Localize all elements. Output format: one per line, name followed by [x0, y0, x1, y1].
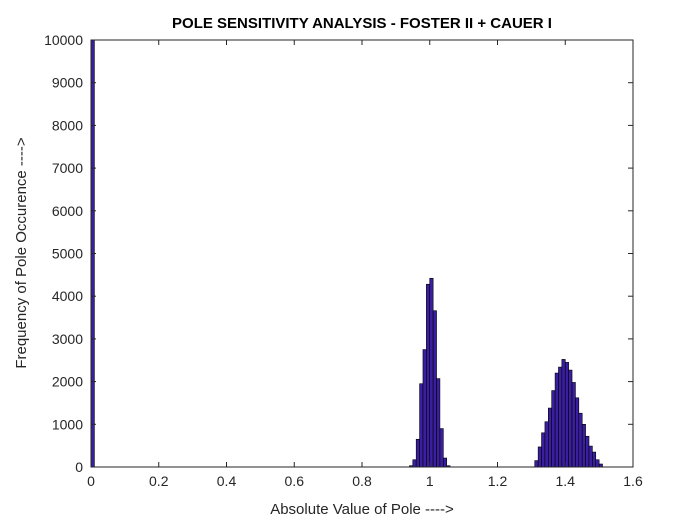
- histogram-bar: [429, 277, 434, 468]
- histogram-bar: [537, 446, 542, 468]
- histogram-bar: [558, 366, 563, 468]
- y-tick-label: 3000: [52, 331, 83, 347]
- y-tick-label: 9000: [52, 75, 83, 91]
- histogram-bar: [588, 445, 593, 468]
- x-tick-label: 0.4: [217, 473, 237, 489]
- histogram-bar: [412, 459, 417, 468]
- x-tick-label: 0.6: [285, 473, 305, 489]
- x-tick-label: 1.4: [556, 473, 576, 489]
- histogram-bar: [564, 362, 569, 468]
- chart-title: POLE SENSITIVITY ANALYSIS - FOSTER II + …: [172, 15, 552, 32]
- histogram-bar: [551, 390, 556, 468]
- y-tick-label: 10000: [44, 32, 83, 48]
- histogram-bar: [578, 412, 583, 468]
- histogram-bar: [544, 421, 549, 468]
- y-tick-label: 8000: [52, 117, 83, 133]
- y-tick-label: 6000: [52, 203, 83, 219]
- histogram-bar: [585, 435, 590, 468]
- histogram-bar: [432, 310, 437, 468]
- histogram-bar: [534, 460, 539, 468]
- x-tick-label: 1: [426, 473, 434, 489]
- y-tick-label: 0: [75, 459, 83, 475]
- y-tick-label: 5000: [52, 246, 83, 262]
- ticks-group: 0 0.2 0.4 0.6 0.8 1 1.2 1.4 1.6 0 1000 2000 3000 4000…: [44, 32, 643, 489]
- y-tick-label: 7000: [52, 160, 83, 176]
- x-tick-label: 0.2: [149, 473, 169, 489]
- histogram-bar: [436, 378, 441, 468]
- x-tick-label: 1.6: [623, 473, 643, 489]
- y-tick-label: 2000: [52, 374, 83, 390]
- histogram-bar: [571, 382, 576, 468]
- histogram-bar: [568, 369, 573, 468]
- histogram-bar: [419, 383, 424, 468]
- histogram-bar: [541, 432, 546, 468]
- plot-area: [91, 40, 633, 467]
- histogram-bar: [439, 428, 444, 468]
- x-axis-label: Absolute Value of Pole ---->: [270, 501, 454, 518]
- histogram-bar: [575, 397, 580, 468]
- histogram-bar: [422, 349, 427, 468]
- x-tick-label: 0: [87, 473, 95, 489]
- x-tick-label: 0.8: [352, 473, 372, 489]
- histogram-bar: [592, 451, 597, 468]
- histogram-bar: [426, 283, 431, 468]
- x-tick-label: 1.2: [488, 473, 508, 489]
- histogram-bar: [561, 359, 566, 468]
- histogram-bar: [595, 459, 600, 468]
- plot-frame: [90, 39, 634, 468]
- histogram-bar: [442, 457, 447, 468]
- y-tick-label: 4000: [52, 288, 83, 304]
- histogram-bar: [554, 372, 559, 468]
- y-axis-label: Frequency of Pole Occurence ---->: [13, 137, 30, 369]
- histogram-bar: [415, 438, 420, 468]
- y-tick-label: 1000: [52, 416, 83, 432]
- histogram-bar: [548, 407, 552, 468]
- histogram-bar: [581, 423, 586, 468]
